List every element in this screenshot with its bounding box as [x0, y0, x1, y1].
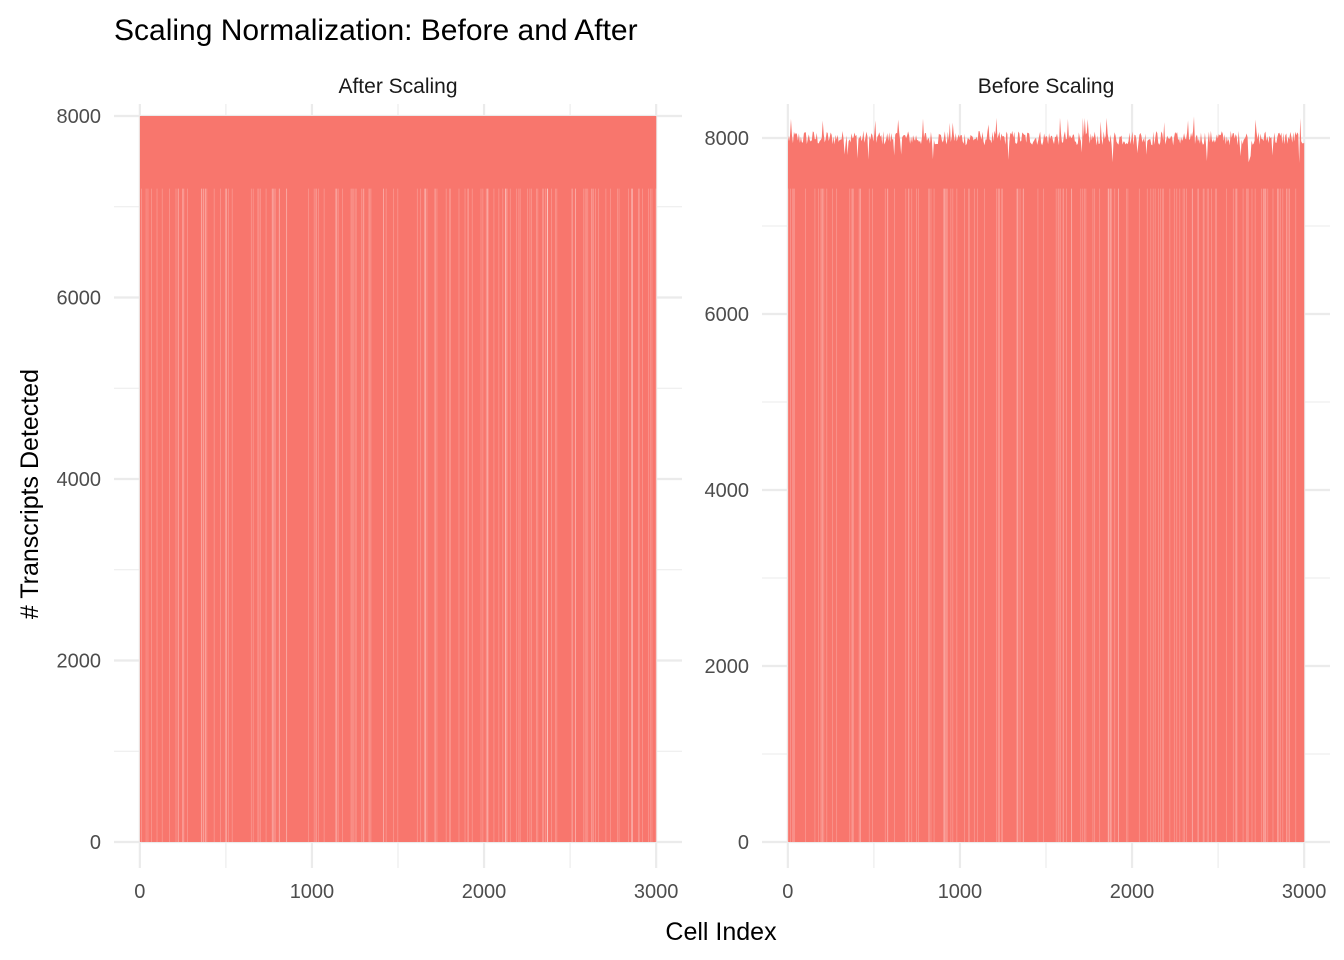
x-tick-label: 3000	[634, 881, 679, 903]
y-tick-label: 0	[90, 832, 101, 854]
facet-panels: After Scaling 0 1000 2000 3000 0 2000 4000 6000 8…	[57, 75, 1330, 903]
x-tick-label: 1000	[938, 881, 983, 903]
x-tick-label: 0	[134, 881, 145, 903]
y-tick-label: 6000	[705, 304, 750, 326]
y-axis-title: # Transcripts Detected	[16, 369, 44, 619]
facet-panel-2: Before Scaling 0 1000 2000 3000 0 2000 4000 6000…	[705, 75, 1330, 903]
chart-title: Scaling Normalization: Before and After	[114, 14, 638, 47]
bars	[787, 116, 1305, 842]
y-tick-label: 8000	[57, 106, 102, 128]
y-tick-label: 2000	[705, 656, 750, 678]
x-tick-label: 2000	[462, 881, 507, 903]
y-tick-label: 4000	[57, 469, 102, 491]
bar-separators	[787, 188, 1297, 842]
x-tick-label: 2000	[1110, 881, 1155, 903]
y-tick-label: 2000	[57, 651, 102, 673]
bars	[139, 116, 657, 842]
y-tick-label: 6000	[57, 288, 102, 310]
y-tick-label: 4000	[705, 480, 750, 502]
x-tick-label: 0	[782, 881, 793, 903]
x-tick-label: 1000	[290, 881, 335, 903]
x-axis-title: Cell Index	[665, 918, 777, 946]
y-tick-label: 0	[738, 832, 749, 854]
x-tick-label: 3000	[1282, 881, 1327, 903]
facet-panel-1: After Scaling 0 1000 2000 3000 0 2000 4000 6000 8…	[57, 75, 682, 903]
facet-strip-label: Before Scaling	[978, 75, 1115, 98]
bar-separators	[141, 188, 657, 842]
y-tick-label: 8000	[705, 128, 750, 150]
facet-strip-label: After Scaling	[338, 75, 457, 98]
